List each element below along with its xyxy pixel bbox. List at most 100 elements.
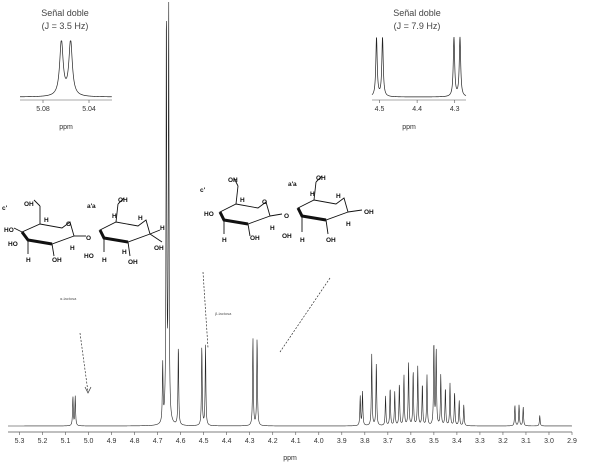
alpha-oh-5: OH bbox=[154, 245, 164, 252]
alpha-oh-4: OH bbox=[128, 259, 138, 266]
marker-c-beta: c' bbox=[200, 187, 206, 194]
beta-ho-1: HO bbox=[204, 211, 214, 218]
beta-h-6: H bbox=[300, 237, 305, 244]
main-x-tick-label: 4.7 bbox=[153, 438, 163, 445]
main-spectrum: 5.3 5.2 5.1 5.0 4.9 4.8 4.7 4.6 4.5 4.4 4.3 4.2 4.1 4… bbox=[8, 1, 577, 462]
beta-lactose-structure: c' a' a OH O HO H H OH H O OH OH OH H H … bbox=[200, 175, 374, 244]
alpha-h-2: H bbox=[44, 217, 49, 224]
alpha-h-6: H bbox=[102, 257, 107, 264]
inset-alpha-ticks: 5.08 5.04 bbox=[36, 100, 96, 113]
beta-oh-5: OH bbox=[326, 237, 336, 244]
main-x-tick-label: 3.2 bbox=[498, 438, 508, 445]
alpha-lactosa-label: α-lactosa bbox=[60, 296, 77, 301]
spectrum-peak bbox=[413, 371, 414, 372]
inset-beta-ticks: 4.5 4.4 4.3 bbox=[375, 100, 460, 113]
main-x-tick-label: 3.7 bbox=[383, 438, 393, 445]
main-x-tick-label: 2.9 bbox=[567, 438, 577, 445]
spectrum-peak bbox=[257, 337, 258, 338]
beta-h-2: H bbox=[240, 197, 245, 204]
beta-h-3: H bbox=[270, 225, 275, 232]
spectrum-peak bbox=[166, 4, 167, 5]
inset-beta-tick-label: 4.3 bbox=[450, 106, 460, 113]
main-x-tick-label: 3.1 bbox=[521, 438, 531, 445]
alpha-o-2: O bbox=[86, 235, 91, 242]
main-x-tick-label: 5.3 bbox=[15, 438, 25, 445]
alpha-ho-3: HO bbox=[84, 253, 94, 260]
main-peak-marks bbox=[73, 4, 540, 416]
main-x-tick-label: 3.4 bbox=[452, 438, 462, 445]
main-x-tick-label: 3.5 bbox=[429, 438, 439, 445]
main-x-tick-label: 5.0 bbox=[84, 438, 94, 445]
beta-h-4: H bbox=[310, 191, 315, 198]
marker-a2: a bbox=[92, 203, 96, 210]
main-x-label: ppm bbox=[283, 455, 297, 462]
main-x-tick-label: 5.2 bbox=[38, 438, 48, 445]
beta-h-5: H bbox=[336, 193, 341, 200]
main-x-tick-label: 4.6 bbox=[176, 438, 186, 445]
spectrum-peak bbox=[202, 346, 203, 347]
alpha-oh-2: OH bbox=[52, 257, 62, 264]
inset-alpha-x-label: ppm bbox=[59, 124, 73, 131]
alpha-o-1: O bbox=[66, 221, 71, 228]
marker-a2-beta: a bbox=[293, 181, 297, 188]
main-x-tick-label: 3.3 bbox=[475, 438, 485, 445]
beta-h-1: H bbox=[222, 237, 227, 244]
spectrum-peak bbox=[376, 362, 377, 363]
main-x-tick-label: 3.8 bbox=[360, 438, 370, 445]
marker-c: c' bbox=[2, 205, 8, 212]
beta-oh-2: OH bbox=[250, 235, 260, 242]
main-x-tick-label: 4.3 bbox=[245, 438, 255, 445]
inset-alpha-coupling: (J = 3.5 Hz) bbox=[42, 21, 89, 31]
marker-a1-beta: a' bbox=[288, 181, 294, 188]
alpha-h-3: H bbox=[70, 245, 75, 252]
main-x-tick-label: 3.9 bbox=[337, 438, 347, 445]
main-x-tick-label: 4.8 bbox=[130, 438, 140, 445]
main-x-tick-label: 4.0 bbox=[314, 438, 324, 445]
beta-structure-pointer bbox=[279, 277, 331, 353]
alpha-h-7: H bbox=[122, 249, 127, 256]
spectrum-peak bbox=[390, 388, 391, 389]
beta-o-1: O bbox=[262, 199, 267, 206]
spectrum-peak bbox=[178, 346, 179, 347]
beta-oh-4: OH bbox=[282, 233, 292, 240]
alpha-oh-1: OH bbox=[24, 201, 34, 208]
beta-oh-3: OH bbox=[316, 175, 326, 182]
beta-h-7: H bbox=[346, 221, 351, 228]
beta-lactosa-label: β-lactosa bbox=[215, 311, 232, 316]
inset-beta-tick-label: 4.4 bbox=[412, 106, 422, 113]
main-x-tick-label: 4.4 bbox=[222, 438, 232, 445]
spectrum-peak bbox=[454, 392, 455, 393]
inset-alpha-title: Señal doble bbox=[41, 8, 89, 18]
alpha-ho-2: HO bbox=[8, 241, 18, 248]
alpha-ho-1: HO bbox=[4, 227, 14, 234]
alpha-h-4: H bbox=[112, 213, 117, 220]
beta-oh-6: OH bbox=[364, 209, 374, 216]
spectrum-peak bbox=[399, 384, 400, 385]
alpha-h-8: H bbox=[160, 225, 165, 232]
inset-alpha-trace bbox=[20, 40, 112, 98]
main-x-tick-label: 3.6 bbox=[406, 438, 416, 445]
alpha-h-1: H bbox=[26, 257, 31, 264]
alpha-pointer-head bbox=[84, 386, 92, 394]
main-x-ticks: 5.3 5.2 5.1 5.0 4.9 4.8 4.7 4.6 4.5 4.4 4.3 4.2 4.1 4… bbox=[15, 432, 577, 445]
main-x-tick-label: 4.2 bbox=[268, 438, 278, 445]
inset-beta-x-label: ppm bbox=[402, 124, 416, 131]
inset-alpha-tick-label: 5.04 bbox=[82, 106, 96, 113]
inset-beta-title: Señal doble bbox=[393, 8, 441, 18]
main-x-tick-label: 5.1 bbox=[61, 438, 71, 445]
main-x-tick-label: 3.0 bbox=[544, 438, 554, 445]
marker-a1: a' bbox=[87, 203, 93, 210]
spectrum-peak bbox=[434, 341, 435, 342]
inset-beta-coupling: (J = 7.9 Hz) bbox=[394, 21, 441, 31]
inset-alpha: Señal doble (J = 3.5 Hz) 5.08 5.04 ppm bbox=[20, 8, 112, 131]
beta-pointer bbox=[202, 271, 209, 349]
main-x-tick-label: 4.5 bbox=[199, 438, 209, 445]
inset-beta-tick-label: 4.5 bbox=[375, 106, 385, 113]
alpha-lactose-structure: c' a' a OH O HO HO H H OH H O OH H H HO … bbox=[2, 197, 165, 266]
beta-o-2: O bbox=[284, 213, 289, 220]
spectrum-peak bbox=[445, 388, 446, 389]
alpha-oh-3: OH bbox=[118, 197, 128, 204]
spectrum-peak bbox=[515, 405, 516, 406]
main-x-tick-label: 4.9 bbox=[107, 438, 117, 445]
